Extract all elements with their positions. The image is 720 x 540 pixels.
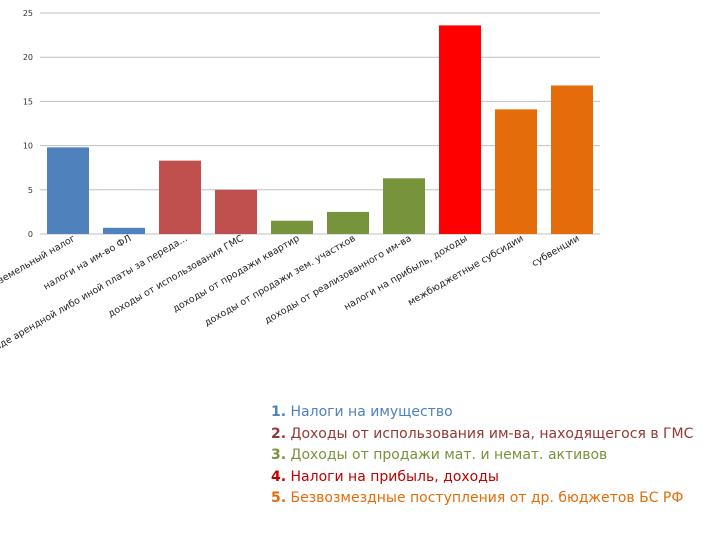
bar-6 [327,211,369,234]
legend-item-5-text: Безвозмездные поступления от др. бюджето… [286,490,684,506]
legend-item-4: 4. Налоги на прибыль, доходы [271,467,716,489]
legend-item-5-number: 5. [271,490,287,506]
x-category-label-10: субвенции [530,233,582,269]
y-tick-label-4: 20 [23,53,33,62]
bar-2 [103,227,145,234]
bar-9 [495,109,537,234]
legend-item-4-text: Налоги на прибыль, доходы [286,468,499,485]
legend-item-3: 3. Доходы от продажи мат. и немат. актив… [271,445,716,467]
legend-item-1-text: Налоги на имущество [286,404,453,420]
legend-item-1: 1. Налоги на имущество [271,402,716,424]
bar-10 [551,85,593,234]
bar-3 [159,160,201,234]
bar-4 [215,189,257,234]
legend-item-2-text: Доходы от использования им-ва, находящег… [286,425,694,442]
y-tick-label-3: 15 [23,97,33,106]
bar-1 [47,147,89,234]
legend-item-4-number: 4. [271,468,287,485]
legend-item-5: 5. Безвозмездные поступления от др. бюдж… [271,488,716,510]
legend-item-3-number: 3. [271,447,287,463]
legend-item-1-number: 1. [271,404,287,420]
legend-item-3-text: Доходы от продажи мат. и немат. активов [286,447,608,463]
bar-8 [439,25,481,234]
y-tick-label-0: 0 [28,230,33,239]
bar-5 [271,220,313,234]
legend: 1. Налоги на имущество 2. Доходы от испо… [271,402,716,510]
y-tick-label-5: 25 [23,9,33,18]
y-tick-label-2: 10 [23,142,33,151]
y-tick-label-1: 5 [28,186,33,195]
legend-item-2: 2. Доходы от использования им-ва, находя… [271,424,716,446]
legend-item-2-number: 2. [271,425,287,442]
bar-7 [383,178,425,234]
